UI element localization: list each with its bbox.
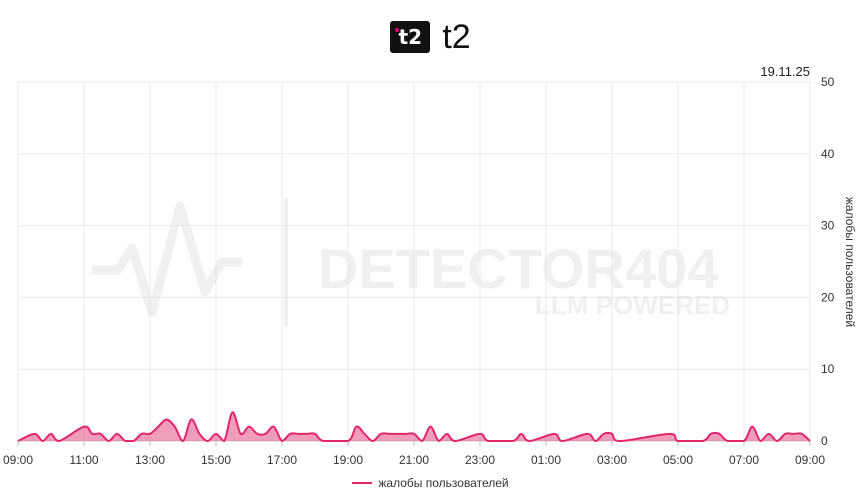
y-axis-ticks: 0 10 20 30 40 50 <box>821 75 835 448</box>
date-label: 19.11.25 <box>760 64 810 79</box>
x-tick-label: 11:00 <box>69 453 98 467</box>
brand-name: t2 <box>442 17 471 56</box>
x-tick-label: 09:00 <box>3 453 33 467</box>
x-tick-label: 07:00 <box>729 453 759 467</box>
x-tick-label: 09:00 <box>795 453 825 467</box>
legend-label: жалобы пользователей <box>378 476 509 490</box>
legend-swatch <box>352 482 373 484</box>
x-tick-label: 21:00 <box>399 453 429 467</box>
watermark-title: DETECTOR404 <box>318 237 718 300</box>
logo-dot-icon <box>395 28 400 32</box>
x-tick-label: 01:00 <box>531 453 561 467</box>
watermark: DETECTOR404 LLM POWERED <box>92 198 730 326</box>
x-tick-label: 05:00 <box>663 453 693 467</box>
watermark-pulse-icon <box>92 201 242 317</box>
header: t2 t2 <box>0 14 861 60</box>
series-line <box>17 411 811 443</box>
logo-text: t2 <box>398 25 423 49</box>
y-tick-label: 10 <box>821 362 835 376</box>
y-tick-label: 0 <box>821 434 828 448</box>
y-tick-label: 20 <box>821 290 835 304</box>
x-tick-label: 13:00 <box>135 453 165 467</box>
x-tick-label: 15:00 <box>201 453 231 467</box>
x-tick-label: 19:00 <box>333 453 363 467</box>
y-tick-label: 40 <box>821 147 835 161</box>
x-tick-label: 03:00 <box>597 453 627 467</box>
y-tick-label: 30 <box>821 219 835 233</box>
x-tick-label: 17:00 <box>267 453 297 467</box>
y-tick-label: 50 <box>821 75 835 89</box>
legend[interactable]: жалобы пользователей <box>0 476 861 490</box>
series-area <box>18 412 810 441</box>
watermark-subtitle: LLM POWERED <box>535 290 730 320</box>
brand-logo: t2 <box>390 21 431 53</box>
x-axis-ticks: 09:00 11:00 13:00 15:00 17:00 19:00 21:00 23:00… <box>3 441 825 467</box>
x-tick-label: 23:00 <box>465 453 495 467</box>
y-axis-label: жалобы пользователей <box>843 197 857 327</box>
